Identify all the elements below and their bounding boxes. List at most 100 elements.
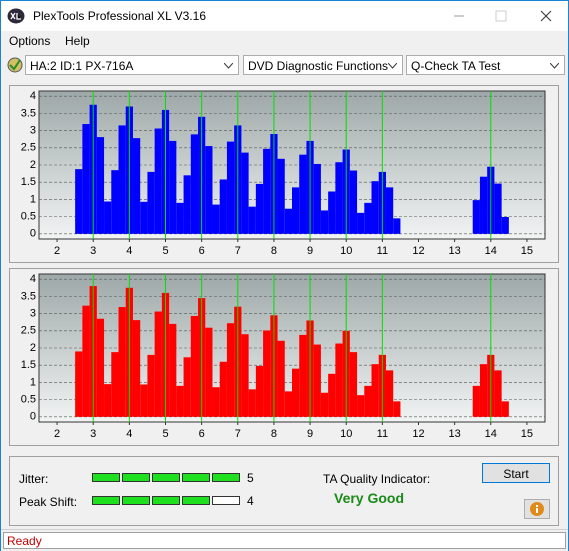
bar — [154, 311, 162, 417]
bar — [104, 384, 112, 417]
test-select[interactable]: Q-Check TA Test — [406, 55, 565, 75]
y-tick-label: 1 — [30, 193, 36, 205]
bar — [313, 163, 321, 234]
x-tick-label: 5 — [162, 245, 168, 257]
bar — [82, 305, 90, 417]
bar — [176, 202, 184, 234]
title-bar: PlexTools Professional XL V3.16 — [1, 1, 568, 31]
bar — [393, 218, 401, 234]
bar — [393, 401, 401, 417]
bar — [190, 134, 199, 234]
peak-shift-value: 4 — [247, 494, 254, 508]
x-tick-label: 2 — [54, 245, 60, 257]
bar — [328, 373, 336, 417]
start-button[interactable]: Start — [482, 463, 550, 483]
app-icon — [7, 8, 25, 24]
y-tick-label: 2 — [30, 159, 36, 171]
y-tick-label: 0.5 — [21, 211, 36, 223]
meter-segment — [122, 473, 150, 482]
status-text: Ready — [7, 534, 42, 548]
bar — [277, 158, 285, 234]
x-tick-label: 2 — [54, 428, 60, 440]
x-tick-label: 15 — [521, 428, 533, 440]
x-tick-label: 4 — [126, 428, 132, 440]
bar — [147, 171, 155, 234]
bar — [328, 191, 336, 234]
x-tick-label: 11 — [377, 245, 388, 257]
peak-shift-chart: 0 0.5 1 1.5 2 2.5 3 3.5 4 2 3 4 5 6 7 8 9 10 11 12 13 14 15 — [9, 268, 559, 446]
x-tick-label: 7 — [235, 428, 241, 440]
bar — [205, 146, 213, 234]
x-tick-label: 10 — [340, 245, 352, 257]
arrow — [550, 63, 559, 69]
bar — [299, 154, 307, 234]
x-tick-label: 13 — [449, 428, 461, 440]
bar — [248, 206, 256, 234]
x-tick-label: 8 — [271, 428, 277, 440]
y-tick-label: 4 — [30, 273, 36, 285]
meter-segment — [122, 496, 150, 505]
bar — [118, 307, 126, 417]
meter-segment — [92, 473, 120, 482]
results-panel: Jitter: 5 Peak Shift: 4 TA Quality Indic… — [9, 456, 559, 526]
info-button[interactable] — [524, 499, 550, 519]
meter-segment — [182, 473, 210, 482]
y-tick-label: 1 — [30, 376, 36, 388]
window-title: PlexTools Professional XL V3.16 — [33, 9, 206, 23]
arrow — [224, 63, 233, 69]
bar — [299, 334, 307, 417]
x-tick-label: 3 — [90, 245, 96, 257]
bar — [479, 176, 488, 234]
bar — [169, 140, 177, 234]
bar — [169, 323, 177, 417]
function-select[interactable]: DVD Diagnostic Functions — [243, 55, 403, 75]
jitter-label: Jitter: — [19, 472, 49, 486]
meter-segment — [182, 496, 210, 505]
meter-segment — [152, 496, 180, 505]
drive-icon — [7, 57, 23, 73]
bar — [111, 352, 119, 417]
bar — [277, 340, 285, 417]
x-tick-label: 9 — [307, 245, 313, 257]
x-tick-label: 9 — [307, 428, 313, 440]
bar — [349, 352, 358, 417]
bar — [176, 385, 184, 417]
bar — [284, 208, 292, 234]
bar — [205, 327, 213, 417]
x-tick-label: 10 — [340, 428, 352, 440]
bar — [292, 187, 300, 234]
bar — [263, 148, 271, 234]
y-tick-label: 3.5 — [21, 290, 36, 302]
bar — [371, 364, 379, 417]
y-tick-label: 0 — [30, 228, 36, 240]
peak-shift-label: Peak Shift: — [19, 495, 78, 509]
bar — [385, 370, 394, 417]
bar — [96, 318, 105, 417]
arrow — [388, 63, 397, 69]
bar — [104, 201, 112, 234]
menu-item[interactable]: Help — [65, 34, 90, 48]
x-tick-label: 6 — [199, 245, 205, 257]
drive-text: HA:2 ID:1 PX-716A — [30, 59, 134, 73]
test-text: Q-Check TA Test — [411, 59, 501, 73]
bar — [226, 141, 235, 234]
bar — [494, 183, 502, 234]
quality-value: Very Good — [334, 490, 405, 506]
bar — [292, 368, 300, 417]
bar — [357, 395, 365, 417]
bar — [364, 385, 372, 417]
bar — [154, 128, 162, 234]
bar — [190, 315, 199, 417]
bar — [472, 200, 480, 234]
y-tick-label: 4 — [30, 90, 36, 102]
drive-select[interactable]: HA:2 ID:1 PX-716A — [25, 55, 239, 75]
bar — [147, 354, 155, 417]
meter-segment — [92, 496, 120, 505]
bar — [75, 351, 83, 417]
window-controls[interactable] — [441, 1, 568, 31]
bar — [501, 216, 509, 234]
menu-item[interactable]: Options — [9, 34, 51, 48]
bar — [263, 330, 271, 417]
bar — [255, 365, 264, 417]
